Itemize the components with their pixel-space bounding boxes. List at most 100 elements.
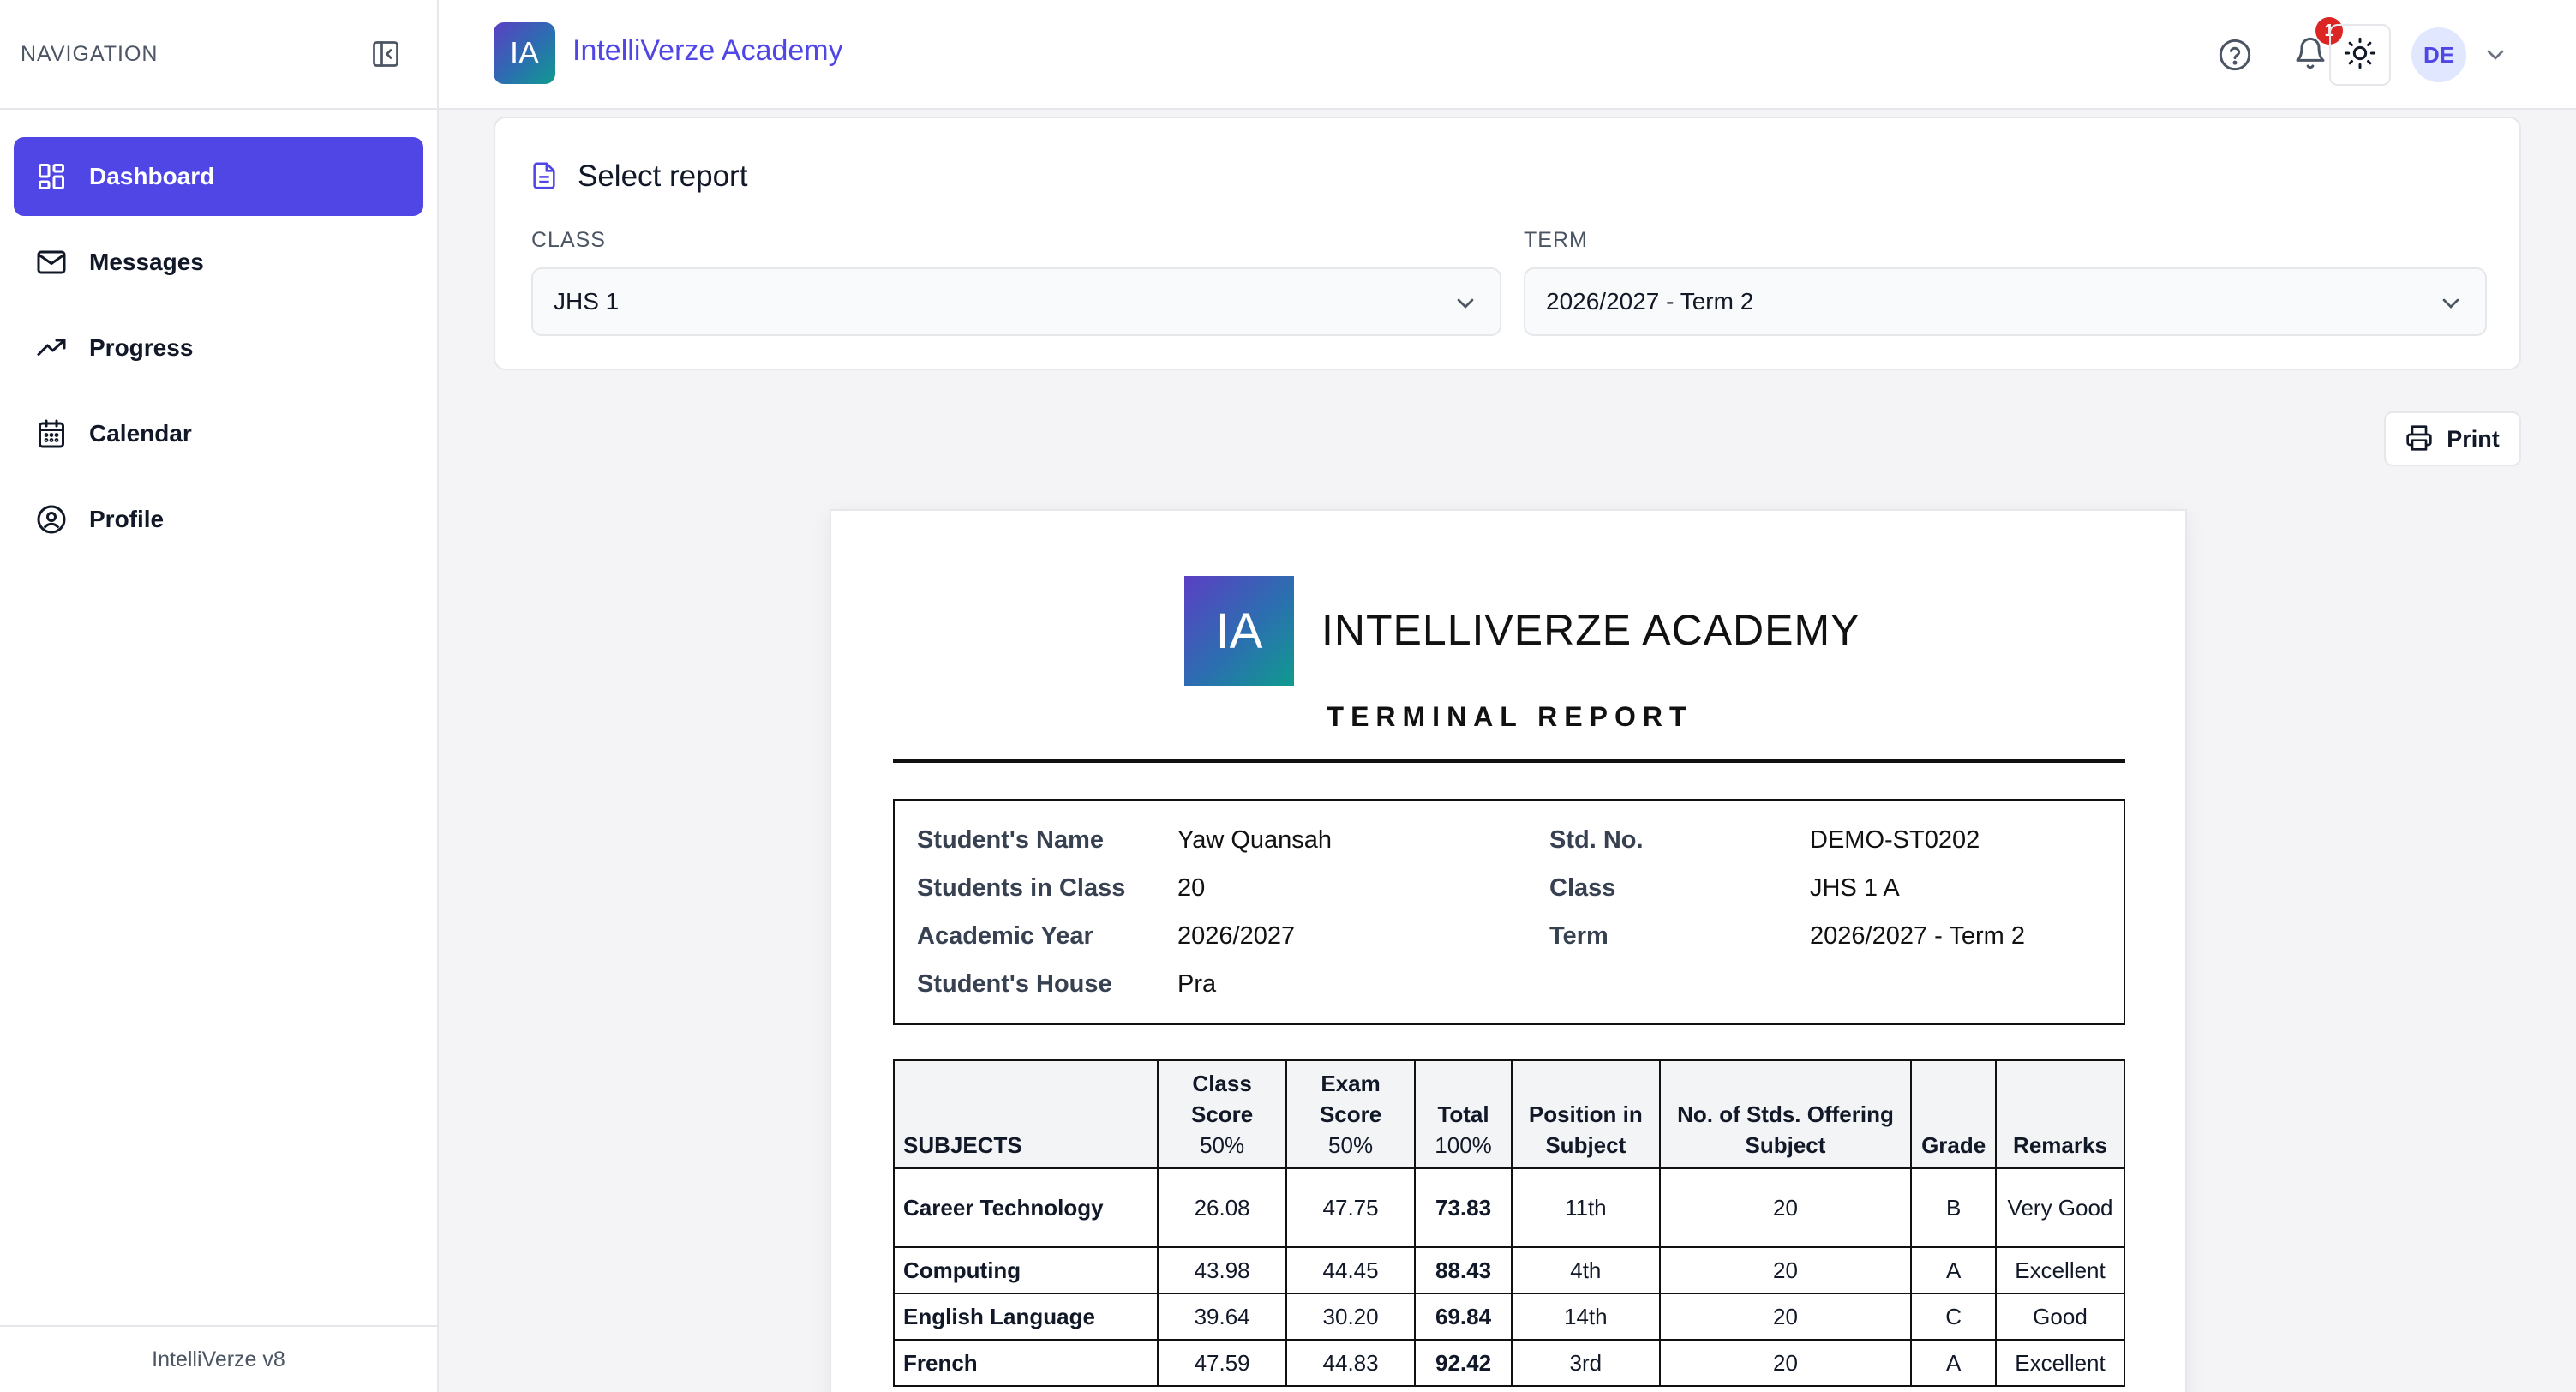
cell-exam-score: 30.20	[1285, 1293, 1417, 1341]
std-no-value: DEMO-ST0202	[1810, 825, 1980, 854]
sidebar-item-label: Progress	[89, 334, 194, 361]
academic-year-label: Academic Year	[917, 921, 1093, 950]
print-label: Print	[2447, 425, 2500, 452]
top-bar: IA IntelliVerze Academy 1 DE	[439, 0, 2576, 110]
sidebar-version: IntelliVerze v8	[0, 1325, 437, 1392]
term-value: 2026/2027 - Term 2	[1810, 921, 2025, 950]
class-select[interactable]: JHS 1	[531, 267, 1501, 336]
cell-position: 14th	[1511, 1293, 1661, 1341]
cell-remarks: Excellent	[1994, 1339, 2126, 1387]
cell-position: 11th	[1511, 1167, 1661, 1248]
cell-total: 92.42	[1414, 1339, 1513, 1387]
student-name-value: Yaw Quansah	[1177, 825, 1333, 854]
sidebar-item-dashboard[interactable]: Dashboard	[14, 137, 423, 216]
report-subtitle: TERMINAL REPORT	[1327, 701, 1693, 732]
sidebar-item-profile[interactable]: Profile	[14, 480, 423, 559]
dashboard-icon	[34, 159, 69, 194]
cell-subject: French	[892, 1339, 1159, 1387]
app-logo[interactable]: IA	[494, 22, 555, 84]
header-divider	[893, 759, 2125, 763]
col-total-label: Total	[1437, 1101, 1489, 1127]
col-class-score-label: Class Score	[1190, 1071, 1254, 1127]
sidebar-header: NAVIGATION	[0, 0, 437, 110]
table-row: Career Technology 26.08 47.75 73.83 11th…	[892, 1167, 2126, 1248]
sidebar-item-calendar[interactable]: Calendar	[14, 394, 423, 473]
chevron-down-icon	[2437, 290, 2465, 317]
cell-class-score: 47.59	[1157, 1339, 1288, 1387]
chevron-down-icon[interactable]	[2482, 41, 2509, 69]
school-logo: IA	[1184, 576, 1294, 686]
select-report-label: Select report	[578, 159, 748, 193]
user-circle-icon	[34, 502, 69, 537]
cell-remarks: Good	[1994, 1293, 2126, 1341]
sidebar-menu: Dashboard Messages Progress Calendar Pro…	[0, 110, 437, 559]
sidebar-item-label: Profile	[89, 506, 165, 532]
cell-grade: B	[1910, 1167, 1997, 1248]
cell-grade: A	[1910, 1339, 1997, 1387]
sun-icon	[2343, 36, 2377, 75]
app-name[interactable]: IntelliVerze Academy	[572, 34, 843, 67]
class-label: Class	[1549, 873, 1616, 902]
cell-total: 88.43	[1414, 1246, 1513, 1294]
academic-year-value: 2026/2027	[1177, 921, 1296, 950]
select-report-card: Select report CLASS JHS 1 TERM 2026/2027…	[494, 117, 2521, 370]
help-icon[interactable]	[2208, 27, 2262, 82]
table-row: English Language 39.64 30.20 69.84 14th …	[892, 1293, 2126, 1341]
info-row: Student's House Pra	[895, 960, 2124, 1008]
sidebar-item-label: Calendar	[89, 420, 192, 447]
house-value: Pra	[1177, 969, 1217, 998]
info-row: Academic Year 2026/2027 Term 2026/2027 -…	[895, 912, 2124, 960]
info-row: Students in Class 20 Class JHS 1 A	[895, 864, 2124, 912]
term-field-label: TERM	[1524, 228, 1588, 252]
col-remarks: Remarks	[1994, 1059, 2126, 1169]
cell-offering: 20	[1658, 1339, 1913, 1387]
sidebar-title: NAVIGATION	[21, 41, 159, 66]
cell-offering: 20	[1658, 1246, 1913, 1294]
terminal-report: IA INTELLIVERZE ACADEMY TERMINAL REPORT …	[830, 509, 2187, 1392]
col-class-score: Class Score 50%	[1157, 1059, 1288, 1169]
col-position: Position in Subject	[1511, 1059, 1661, 1169]
house-label: Student's House	[917, 969, 1112, 998]
table-header-row: SUBJECTS Class Score 50% Exam Score 50% To…	[892, 1059, 2126, 1169]
sidebar: NAVIGATION Dashboard Messages Progress	[0, 0, 439, 1392]
info-row: Student's Name Yaw Quansah Std. No. DEMO…	[895, 816, 2124, 864]
calendar-icon	[34, 417, 69, 451]
cell-subject: Career Technology	[892, 1167, 1159, 1248]
student-info-box: Student's Name Yaw Quansah Std. No. DEMO…	[893, 799, 2125, 1025]
student-name-label: Student's Name	[917, 825, 1104, 854]
chevron-down-icon	[1452, 290, 1479, 317]
cell-grade: C	[1910, 1293, 1997, 1341]
col-exam-score-label: Exam Score	[1319, 1071, 1382, 1127]
cell-class-score: 43.98	[1157, 1246, 1288, 1294]
avatar[interactable]: DE	[2411, 27, 2466, 82]
cell-exam-score: 44.83	[1285, 1339, 1417, 1387]
term-select-value: 2026/2027 - Term 2	[1546, 288, 1754, 315]
cell-exam-score: 44.45	[1285, 1246, 1417, 1294]
table-row: French 47.59 44.83 92.42 3rd 20 A Excell…	[892, 1339, 2126, 1387]
term-select[interactable]: 2026/2027 - Term 2	[1524, 267, 2487, 336]
term-label: Term	[1549, 921, 1609, 950]
students-in-class-value: 20	[1177, 873, 1206, 902]
cell-grade: A	[1910, 1246, 1997, 1294]
trending-up-icon	[34, 331, 69, 365]
document-icon	[530, 161, 560, 192]
cell-position: 3rd	[1511, 1339, 1661, 1387]
col-total-pct: 100%	[1435, 1132, 1492, 1158]
sidebar-item-messages[interactable]: Messages	[14, 223, 423, 302]
col-class-score-pct: 50%	[1200, 1132, 1245, 1158]
cell-subject: English Language	[892, 1293, 1159, 1341]
students-in-class-label: Students in Class	[917, 873, 1126, 902]
select-report-title: Select report	[530, 159, 747, 194]
theme-toggle-button[interactable]	[2329, 24, 2391, 86]
sidebar-collapse-icon[interactable]	[370, 39, 401, 69]
cell-offering: 20	[1658, 1167, 1913, 1248]
col-subjects: SUBJECTS	[892, 1059, 1159, 1169]
print-button[interactable]: Print	[2384, 411, 2521, 466]
table-row: Computing 43.98 44.45 88.43 4th 20 A Exc…	[892, 1246, 2126, 1294]
class-value: JHS 1 A	[1810, 873, 1900, 902]
cell-remarks: Very Good	[1994, 1167, 2126, 1248]
school-name: INTELLIVERZE ACADEMY	[1321, 606, 1860, 654]
col-exam-score: Exam Score 50%	[1285, 1059, 1417, 1169]
sidebar-item-label: Dashboard	[89, 163, 215, 189]
sidebar-item-progress[interactable]: Progress	[14, 309, 423, 387]
